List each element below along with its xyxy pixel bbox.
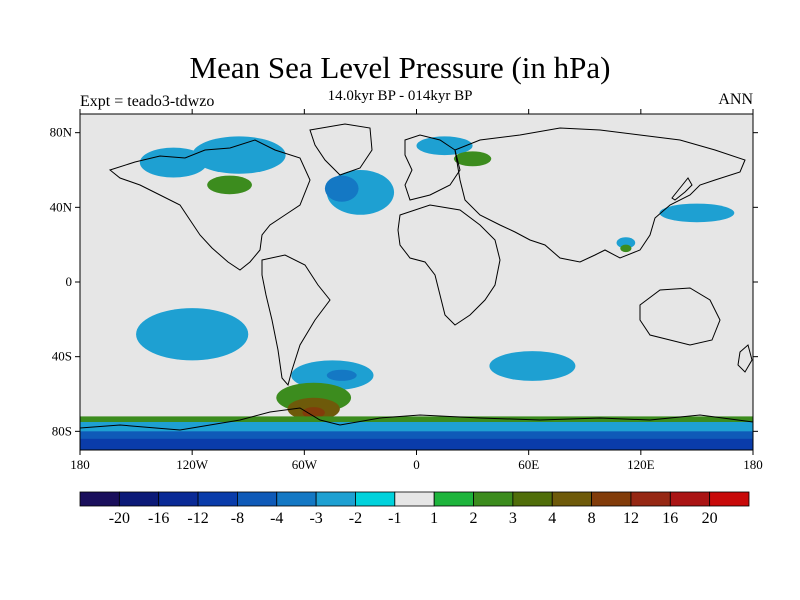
colorbar-label: 20 — [702, 510, 718, 527]
colorbar-swatch — [197, 491, 238, 507]
x-tick-label: 0 — [413, 457, 420, 472]
colorbar-label: 2 — [470, 510, 478, 527]
coast-africa — [397, 204, 501, 326]
y-tick-label: 80N — [50, 125, 73, 140]
colorbar-swatch — [512, 491, 553, 507]
colorbar-swatch — [433, 491, 474, 507]
coast-new-zealand — [737, 344, 753, 373]
anomaly-region — [324, 175, 359, 202]
colorbar-swatch — [473, 491, 514, 507]
colorbar-swatch — [355, 491, 396, 507]
colorbar-swatch — [118, 491, 160, 507]
colorbar-label: -2 — [349, 510, 362, 527]
season-label: ANN — [718, 91, 753, 108]
colorbar-label: 12 — [623, 510, 639, 527]
anomaly-region — [416, 136, 473, 156]
anomaly-region — [136, 308, 249, 361]
colorbar-label: -8 — [231, 510, 244, 527]
y-tick-label: 80S — [52, 423, 72, 438]
coast-japan — [671, 177, 693, 201]
colorbar-swatch — [79, 491, 120, 507]
x-tick-label: 180 — [743, 457, 763, 472]
colorbar-label: 1 — [430, 510, 438, 527]
coast-antarctica — [80, 407, 753, 431]
pressure-anomaly-fields — [80, 136, 753, 450]
colorbar-label: 4 — [548, 510, 556, 527]
colorbar-label: -4 — [270, 510, 283, 527]
y-tick-label: 40N — [50, 199, 73, 214]
coast-australia — [639, 287, 721, 346]
x-tick-label: 120E — [627, 457, 655, 472]
colorbar-swatch — [630, 491, 671, 507]
colorbar-swatch — [394, 491, 435, 507]
colorbar-swatch — [669, 491, 711, 507]
colorbar-label: -12 — [187, 510, 208, 527]
colorbar-label: -3 — [309, 510, 322, 527]
x-tick-label: 60E — [518, 457, 539, 472]
colorbar-swatch — [315, 491, 356, 507]
anomaly-region — [302, 407, 325, 419]
coast-greenland — [309, 123, 373, 176]
coast-north-america — [108, 139, 311, 271]
colorbar-swatch — [709, 491, 750, 507]
colorbar-label: 16 — [662, 510, 678, 527]
coast-europe — [404, 134, 461, 201]
colorbar-label: -1 — [388, 510, 401, 527]
colorbar-swatch — [591, 491, 632, 507]
colorbar-swatch — [276, 491, 317, 507]
anomaly-region — [139, 147, 208, 178]
anomaly-band — [80, 438, 753, 450]
anomaly-region — [489, 351, 576, 381]
anomaly-region — [453, 151, 492, 167]
colorbar: -20 -16 -12 -8 -4 -3 -2 -1 1 2 3 4 8 12 16 20 — [79, 491, 750, 527]
coast-asia — [454, 127, 746, 263]
map-title: Mean Sea Level Pressure (in hPa) — [189, 50, 611, 85]
colorbar-label: 3 — [509, 510, 517, 527]
anomaly-region — [326, 369, 357, 381]
x-axis: 180 120W 60W 0 60E 120E 180 — [70, 109, 763, 472]
coastlines — [80, 123, 753, 431]
anomaly-region — [192, 136, 286, 174]
x-tick-label: 120W — [176, 457, 209, 472]
anomaly-region — [207, 175, 252, 195]
anomaly-region — [616, 237, 636, 249]
colorbar-swatch — [551, 491, 592, 507]
x-tick-label: 180 — [70, 457, 90, 472]
colorbar-label: -20 — [109, 510, 130, 527]
map-subtitle: 14.0kyr BP - 014kyr BP — [327, 88, 473, 104]
y-tick-label: 40S — [52, 349, 72, 364]
y-axis: 80N 40N 0 40S 80S — [50, 125, 758, 438]
coast-south-america — [261, 254, 331, 387]
anomaly-region — [620, 244, 632, 253]
colorbar-swatch — [237, 491, 278, 507]
colorbar-label: -16 — [148, 510, 169, 527]
experiment-label: Expt = teado3-tdwzo — [80, 93, 215, 110]
y-tick-label: 0 — [66, 274, 73, 289]
colorbar-swatch — [158, 491, 199, 507]
anomaly-region — [659, 203, 735, 223]
colorbar-label: 8 — [588, 510, 596, 527]
x-tick-label: 60W — [292, 457, 318, 472]
